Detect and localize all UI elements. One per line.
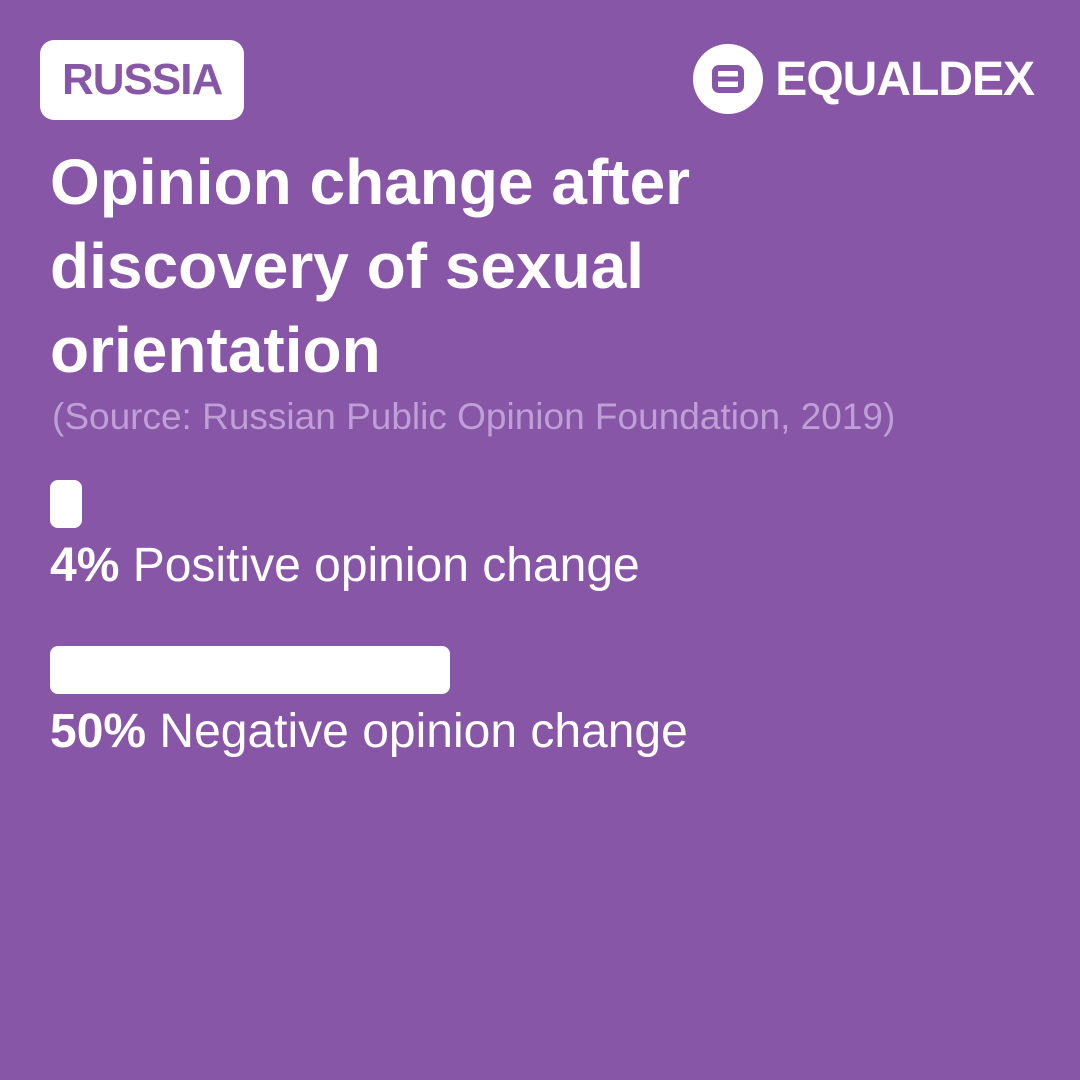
chart-title: Opinion change after discovery of sexual… [50, 146, 691, 386]
bar-value-label: 50% [50, 705, 147, 758]
bar-track [50, 644, 850, 694]
country-name: RUSSIA [62, 55, 223, 104]
bar-chart: 4% Positive opinion change 50% Negative … [50, 478, 1030, 778]
bar-label: 4% Positive opinion change [50, 536, 1030, 596]
chart-source: (Source: Russian Public Opinion Foundati… [52, 396, 896, 437]
bar-value-label: 4% [50, 539, 120, 592]
bar-positive [50, 480, 82, 528]
country-badge: RUSSIA [40, 40, 245, 120]
bar-category-label: Positive opinion change [132, 539, 640, 592]
bar-row-positive: 4% Positive opinion change [50, 478, 1030, 596]
bar-row-negative: 50% Negative opinion change [50, 644, 1030, 762]
bar-label: 50% Negative opinion change [50, 702, 1030, 762]
bar-track [50, 478, 850, 528]
brand-name: EQUALDEX [775, 52, 1035, 106]
brand: EQUALDEX [693, 44, 1035, 114]
bar-category-label: Negative opinion change [159, 705, 688, 758]
equaldex-logo-icon [693, 44, 764, 114]
bar-negative [50, 646, 450, 694]
